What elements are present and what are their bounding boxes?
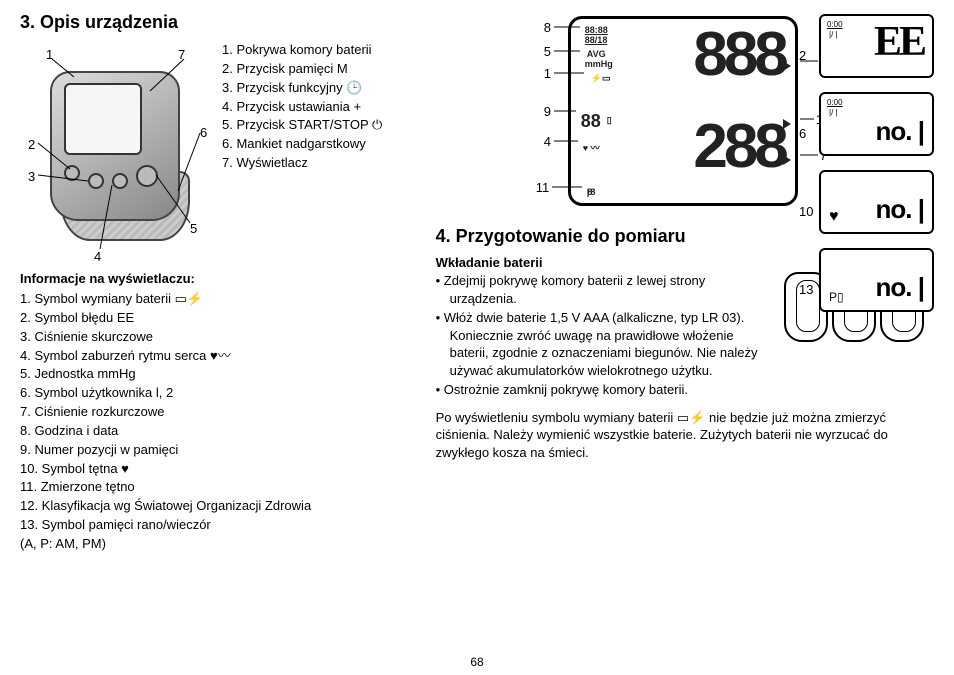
callout-1: 1 <box>46 47 53 62</box>
display-item: 10. Symbol tętna ♥ <box>20 460 412 479</box>
mini-lcd: 10 ♥ no. | <box>819 170 934 234</box>
memory-icon: P▯ <box>829 290 844 304</box>
part-item: 2. Przycisk pamięci M <box>222 60 382 79</box>
heart-icon: ♥ <box>829 208 839 226</box>
battery-step: Zdejmij pokrywę komory baterii z lewej s… <box>436 272 774 307</box>
mini-lcd: 6 0:00 |/ | no. | <box>819 92 934 156</box>
display-item: 11. Zmierzone tętno <box>20 478 412 497</box>
display-item: 7. Ciśnienie rozkurczowe <box>20 403 412 422</box>
callout-3: 3 <box>28 169 35 184</box>
section3-title: 3. Opis urządzenia <box>20 12 412 33</box>
display-item: (A, P: AM, PM) <box>20 535 412 554</box>
display-item: 13. Symbol pamięci rano/wieczór <box>20 516 412 535</box>
part-item: 3. Przycisk funkcyjny 🕒 <box>222 79 382 98</box>
display-item: 1. Symbol wymiany baterii ▭⚡ <box>20 290 412 309</box>
callout-2: 2 <box>28 137 35 152</box>
display-item: 8. Godzina i data <box>20 422 412 441</box>
device-illustration: 1 2 3 4 5 6 7 <box>20 41 210 261</box>
page-number: 68 <box>0 655 954 669</box>
display-item: 5. Jednostka mmHg <box>20 365 412 384</box>
mini-lcd-stack: 2 0:00 |/ | EE 6 0:00 |/ | no. | 10 ♥ no… <box>819 14 934 326</box>
part-item: 6. Mankiet nadgarstkowy <box>222 135 382 154</box>
part-item: 4. Przycisk ustawiania + <box>222 98 382 117</box>
display-item: 3. Ciśnienie skurczowe <box>20 328 412 347</box>
display-item: 12. Klasyfikacja wg Światowej Organizacj… <box>20 497 412 516</box>
display-item: 9. Numer pozycji w pamięci <box>20 441 412 460</box>
battery-step: Ostrożnie zamknij pokrywę komory baterii… <box>436 381 774 399</box>
part-item: 5. Przycisk START/STOP ⏻ <box>222 116 382 135</box>
battery-step: Włóż dwie baterie 1,5 V AAA (alkaliczne,… <box>436 309 774 379</box>
part-item: 1. Pokrywa komory baterii <box>222 41 382 60</box>
callout-7: 7 <box>178 47 185 62</box>
device-parts-list: 1. Pokrywa komory baterii 2. Przycisk pa… <box>222 41 382 261</box>
mini-lcd: 2 0:00 |/ | EE <box>819 14 934 78</box>
callout-4: 4 <box>94 249 101 264</box>
mini-lcd: 13 P▯ no. | <box>819 248 934 312</box>
display-item: 2. Symbol błędu EE <box>20 309 412 328</box>
display-item: 4. Symbol zaburzeń rytmu serca ♥〰 <box>20 347 412 366</box>
callout-5: 5 <box>190 221 197 236</box>
battery-steps: Zdejmij pokrywę komory baterii z lewej s… <box>436 272 774 401</box>
part-item: 7. Wyświetlacz <box>222 154 382 173</box>
lcd-diagram: 88:88 88/18 AVG mmHg ⚡▭ 88 ▯ ♥ 〰 888 288… <box>520 12 850 212</box>
battery-note: Po wyświetleniu symbolu wymiany baterii … <box>436 409 934 462</box>
display-info-list: 1. Symbol wymiany baterii ▭⚡ 2. Symbol b… <box>20 290 412 554</box>
callout-6: 6 <box>200 125 207 140</box>
display-item: 6. Symbol użytkownika l, 2 <box>20 384 412 403</box>
display-info-heading: Informacje na wyświetlaczu: <box>20 271 412 286</box>
